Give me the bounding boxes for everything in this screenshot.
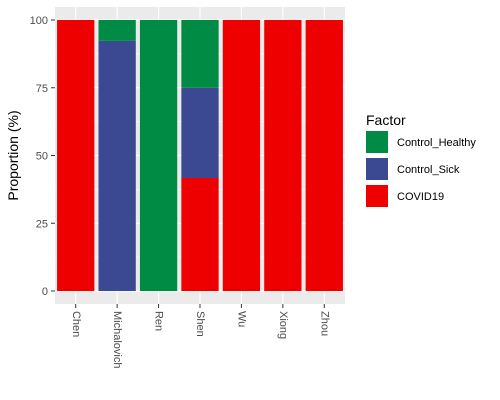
legend-label: Control_Sick: [397, 164, 460, 176]
x-tick-label: Xiong: [277, 311, 289, 339]
x-tick-label: Michalovich: [111, 311, 123, 368]
y-axis-title: Proportion (%): [5, 110, 21, 200]
legend-label: Control_Healthy: [397, 137, 476, 149]
y-tick-label: 50: [36, 151, 48, 163]
bar-segment: [98, 40, 136, 291]
x-tick-label: Ren: [153, 311, 165, 331]
y-tick-label: 25: [36, 218, 48, 230]
bars: [57, 20, 343, 291]
bar-segment: [57, 20, 95, 291]
y-axis: 0 25 50 75 100: [30, 15, 55, 298]
y-tick-label: 100: [30, 15, 48, 27]
legend-swatch: [366, 131, 388, 153]
bar-segment: [181, 177, 219, 291]
bar-segment: [264, 20, 302, 291]
y-tick-label: 0: [42, 286, 48, 298]
legend-swatch: [366, 185, 388, 207]
legend-label: COVID19: [397, 191, 444, 203]
x-axis: Chen Michalovich Ren Shen Wu Xiong Zhou: [70, 304, 330, 368]
legend: Factor Control_Healthy Control_Sick COVID1…: [366, 112, 476, 207]
bar-segment: [139, 20, 178, 291]
legend-title: Factor: [366, 112, 406, 128]
y-tick-label: 75: [36, 83, 48, 95]
bar-segment: [181, 20, 219, 88]
x-tick-label: Wu: [236, 311, 248, 327]
x-tick-label: Zhou: [318, 311, 330, 336]
x-tick-label: Chen: [70, 311, 82, 337]
legend-swatch: [366, 158, 388, 180]
bar-segment: [222, 20, 261, 291]
x-tick-label: Shen: [194, 311, 206, 337]
bar-segment: [181, 87, 219, 178]
bar-segment: [98, 20, 136, 41]
bar-segment: [305, 20, 343, 291]
